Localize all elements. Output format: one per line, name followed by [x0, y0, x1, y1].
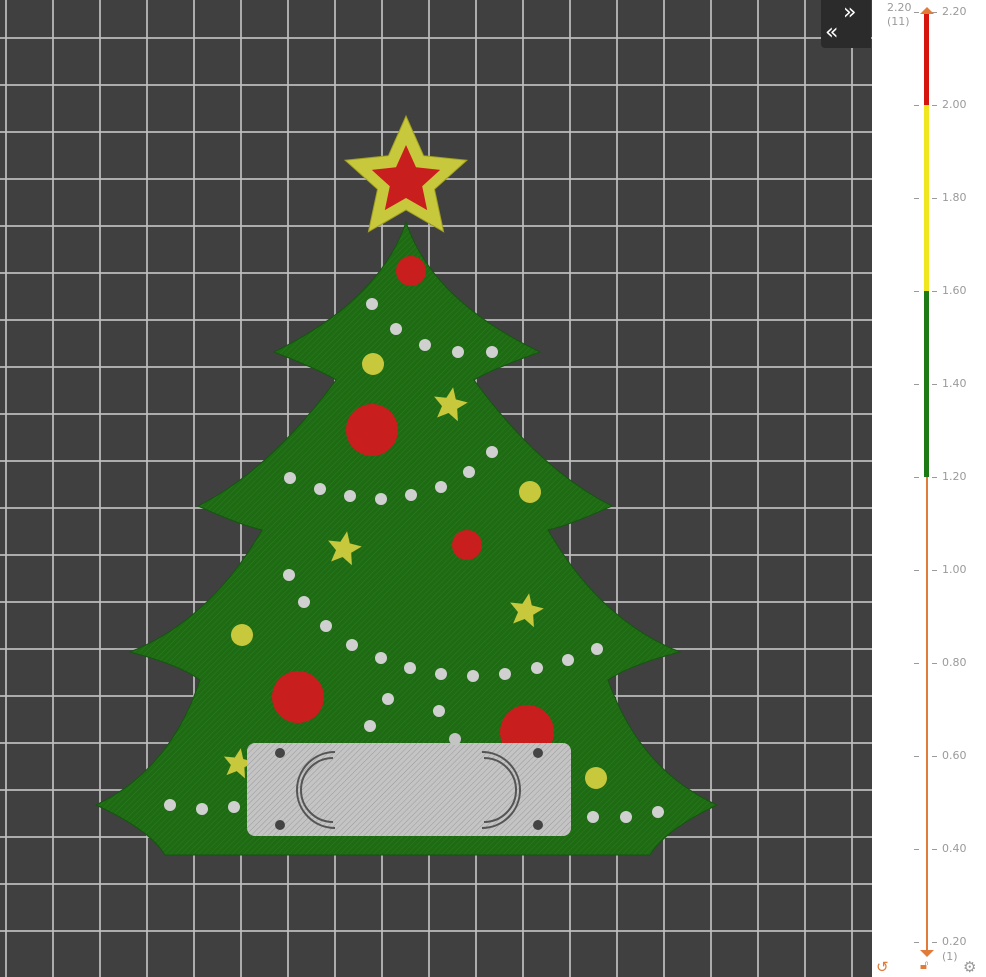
- collapse-sidebar-button[interactable]: » «: [821, 0, 871, 48]
- garland-bead: [366, 298, 378, 310]
- tick-mark: [932, 477, 937, 478]
- tick-mark: [932, 198, 937, 199]
- garland-bead: [435, 668, 447, 680]
- garland-bead: [433, 705, 445, 717]
- base-plate: [247, 733, 571, 836]
- star-topper: [343, 114, 469, 233]
- garland-bead: [452, 346, 464, 358]
- tree-body: [94, 220, 719, 856]
- tick-label: 0.80: [942, 656, 967, 669]
- garland-bead: [486, 446, 498, 458]
- garland-bead: [531, 662, 543, 674]
- garland-bead: [620, 811, 632, 823]
- tick-mark: [932, 849, 937, 850]
- top-layer-label: (11): [887, 15, 910, 28]
- tick-mark: [932, 756, 937, 757]
- tick-label: 0.40: [942, 842, 967, 855]
- garland-bead: [164, 799, 176, 811]
- tick-mark: [914, 477, 919, 478]
- tick-mark: [914, 849, 919, 850]
- garland-bead: [562, 654, 574, 666]
- garland-bead: [652, 806, 664, 818]
- garland-bead: [314, 483, 326, 495]
- ornament-ball: [362, 353, 384, 375]
- unlock-icon[interactable]: 🔓︎: [920, 958, 929, 973]
- garland-bead: [390, 323, 402, 335]
- tick-mark: [914, 105, 919, 106]
- garland-bead: [346, 639, 358, 651]
- garland-bead: [591, 643, 603, 655]
- tick-mark: [932, 105, 937, 106]
- garland-bead: [499, 668, 511, 680]
- garland-bead: [435, 481, 447, 493]
- garland-bead: [284, 472, 296, 484]
- garland-bead: [467, 670, 479, 682]
- model-preview: [94, 114, 719, 856]
- garland-bead: [419, 339, 431, 351]
- top-handle[interactable]: [920, 7, 934, 14]
- tick-mark: [914, 756, 919, 757]
- tick-mark: [932, 663, 937, 664]
- tick-mark: [914, 570, 919, 571]
- ornament-ball: [346, 404, 398, 456]
- tick-label: 2.20: [942, 5, 967, 18]
- ornament-star: [328, 531, 362, 566]
- garland-bead: [587, 811, 599, 823]
- garland-bead: [382, 693, 394, 705]
- garland-bead: [344, 490, 356, 502]
- ornament-ball: [231, 624, 253, 646]
- tick-label: 1.00: [942, 563, 967, 576]
- garland-bead: [364, 720, 376, 732]
- collapse-icon: «: [825, 20, 839, 45]
- tick-mark: [932, 384, 937, 385]
- ornament-ball: [272, 671, 324, 723]
- tick-mark: [932, 12, 937, 13]
- garland-bead: [404, 662, 416, 674]
- 3d-preview-viewport[interactable]: » «: [0, 0, 872, 977]
- tick-label: 1.40: [942, 377, 967, 390]
- tick-mark: [914, 663, 919, 664]
- tick-mark: [932, 291, 937, 292]
- garland-bead: [375, 493, 387, 505]
- garland-bead: [196, 803, 208, 815]
- bottom-handle[interactable]: [920, 950, 934, 957]
- layer-slider-panel: 2.20 (11) 2.20 2.00 1.80 1.60 1.40 1.20 1.00 0.…: [872, 0, 986, 977]
- tick-mark: [914, 942, 919, 943]
- garland-bead: [228, 801, 240, 813]
- expand-icon: »: [843, 0, 857, 25]
- ornament-ball: [585, 767, 607, 789]
- garland-bead: [298, 596, 310, 608]
- garland-bead: [283, 569, 295, 581]
- tick-mark: [914, 291, 919, 292]
- tick-mark: [914, 384, 919, 385]
- tick-mark: [914, 12, 919, 13]
- garland-bead: [486, 346, 498, 358]
- tick-mark: [932, 942, 937, 943]
- layer-range-line: [926, 477, 928, 950]
- garland-bead: [320, 620, 332, 632]
- tick-label: 2.00: [942, 98, 967, 111]
- ornament-ball: [396, 256, 426, 286]
- garland-bead: [463, 466, 475, 478]
- garland-bead: [405, 489, 417, 501]
- tick-mark: [914, 198, 919, 199]
- tick-label: 1.80: [942, 191, 967, 204]
- bottom-layer-label: (1): [942, 950, 958, 963]
- tick-label: 1.20: [942, 470, 967, 483]
- ornament-ball: [519, 481, 541, 503]
- ornament-star: [434, 387, 468, 422]
- tick-label: 1.60: [942, 284, 967, 297]
- tick-mark: [932, 570, 937, 571]
- bottom-value-label: 0.20: [942, 935, 967, 948]
- ornament-star: [510, 593, 544, 628]
- garland-bead: [375, 652, 387, 664]
- top-value-label: 2.20: [887, 1, 912, 14]
- ornament-ball: [452, 530, 482, 560]
- ornament-star: [223, 748, 254, 779]
- gear-icon[interactable]: ⚙: [963, 958, 977, 976]
- undo-icon[interactable]: ↺: [876, 958, 889, 976]
- tick-label: 0.60: [942, 749, 967, 762]
